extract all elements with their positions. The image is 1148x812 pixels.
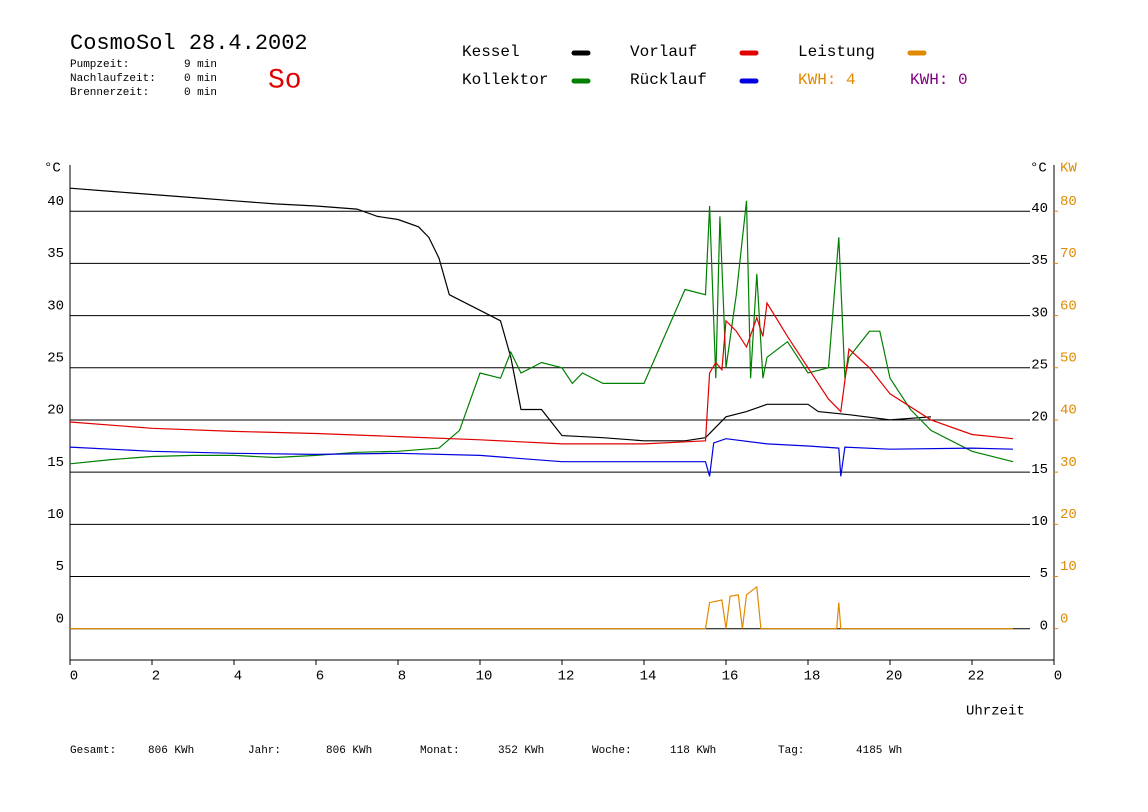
legend-label: Rücklauf [630, 71, 707, 89]
y-tick-label: 35 [47, 246, 64, 262]
stat-value: 0 min [184, 87, 217, 99]
y-tick-label: 20 [47, 403, 64, 419]
legend-label: Kollektor [462, 71, 548, 89]
y-tick-label-right: 20 [1031, 410, 1048, 426]
footer-value: 352 KWh [498, 745, 544, 757]
y-tick-label: 25 [47, 350, 64, 366]
stat-value: 9 min [184, 59, 217, 71]
x-tick-label: 10 [476, 669, 493, 685]
x-tick-label: 4 [234, 669, 242, 685]
y-tick-label: 40 [47, 194, 64, 210]
series-line [69, 438, 1014, 477]
x-tick-label: 0 [70, 669, 78, 685]
x-tick-label: 16 [722, 669, 739, 685]
y-tick-label-right: 0 [1040, 618, 1048, 634]
y-tick-label: 15 [47, 455, 64, 471]
footer-value: 806 KWh [326, 745, 372, 757]
y-tick-label-right: 35 [1031, 253, 1048, 269]
y-axis-label: °C [44, 161, 61, 177]
y-tick-label-right: 30 [1031, 305, 1048, 321]
x-tick-label: 12 [558, 669, 575, 685]
footer-label: Jahr: [248, 745, 281, 757]
y-tick-label: 0 [56, 611, 64, 627]
x-tick-label: 18 [804, 669, 821, 685]
x-tick-label: 20 [886, 669, 903, 685]
x-tick-label: 8 [398, 669, 406, 685]
y2-tick-label: 60 [1060, 298, 1077, 314]
legend-label: Leistung [798, 43, 875, 61]
series-line [69, 301, 1014, 445]
y-tick-label-right: 40 [1031, 201, 1048, 217]
stat-label: Pumpzeit: [70, 59, 129, 71]
legend-label: Kessel [462, 43, 520, 61]
footer-label: Tag: [778, 745, 804, 757]
y2-tick-label: 0 [1060, 611, 1068, 627]
x-tick-label: 6 [316, 669, 324, 685]
y2-tick-label: 80 [1060, 194, 1077, 210]
footer-label: Gesamt: [70, 745, 116, 757]
y-tick-label-right: 10 [1031, 514, 1048, 530]
series-line [69, 200, 1014, 465]
legend-label: Vorlauf [630, 43, 697, 61]
day: So [268, 65, 302, 96]
footer-value: 118 KWh [670, 745, 716, 757]
y-tick-label-right: 15 [1031, 462, 1048, 478]
series-line [70, 585, 1013, 630]
y-tick-label: 10 [47, 507, 64, 523]
footer-value: 806 KWh [148, 745, 194, 757]
x-tick-label: 14 [640, 669, 657, 685]
y2-axis-label: KW [1060, 161, 1077, 177]
y2-tick-label: 20 [1060, 507, 1077, 523]
y-tick-label-right: 5 [1040, 566, 1048, 582]
y-tick-label-right: 25 [1031, 357, 1048, 373]
y-axis-label-right: °C [1030, 161, 1047, 177]
x-tick-label: 2 [152, 669, 160, 685]
y2-tick-label: 10 [1060, 559, 1077, 575]
x-tick-label: 22 [968, 669, 985, 685]
footer-label: Monat: [420, 745, 460, 757]
kwh-label: KWH: 4 [798, 71, 856, 89]
y2-tick-label: 70 [1060, 246, 1077, 262]
y2-tick-label: 50 [1060, 350, 1077, 366]
y-tick-label: 5 [56, 559, 64, 575]
kwh-label: KWH: 0 [910, 71, 968, 89]
footer-value: 4185 Wh [856, 745, 902, 757]
x-tick-label: 0 [1054, 669, 1062, 685]
y2-tick-label: 40 [1060, 403, 1077, 419]
stat-label: Nachlaufzeit: [70, 73, 156, 85]
x-axis-label: Uhrzeit [966, 704, 1025, 720]
y2-tick-label: 30 [1060, 455, 1077, 471]
y-tick-label: 30 [47, 298, 64, 314]
series-line [69, 187, 932, 442]
stat-value: 0 min [184, 73, 217, 85]
chart-title: CosmoSol 28.4.2002 [70, 31, 308, 56]
stat-label: Brennerzeit: [70, 87, 149, 99]
footer-label: Woche: [592, 745, 632, 757]
